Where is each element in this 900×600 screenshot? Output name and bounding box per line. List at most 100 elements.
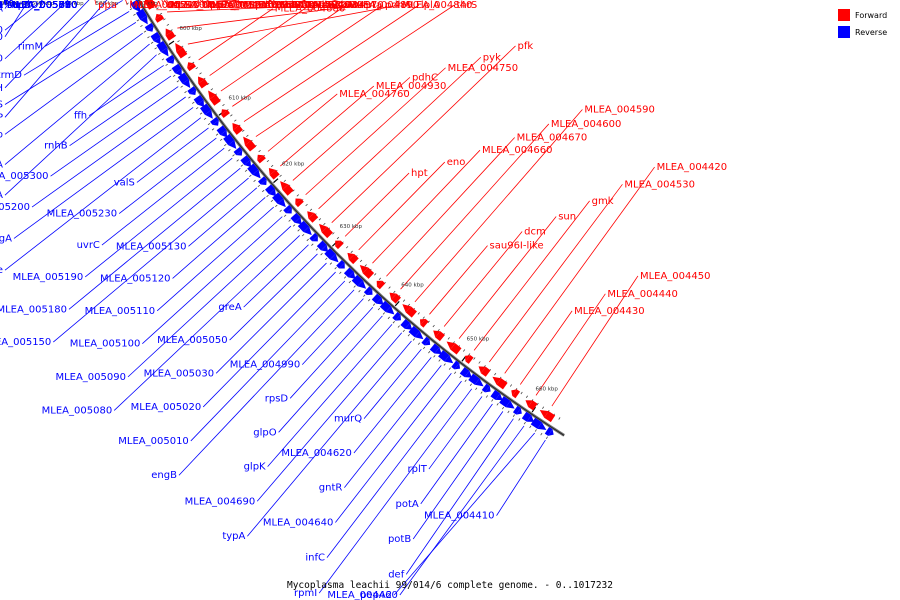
gene-block — [512, 389, 521, 399]
tick-mark — [192, 101, 195, 104]
tick-mark — [468, 353, 471, 356]
gene-label: rpe — [0, 265, 3, 276]
leader-line — [4, 117, 202, 271]
leader-line — [229, 253, 318, 341]
gene-arrow — [244, 159, 252, 168]
gene-label: MLEA_004430 — [574, 306, 645, 317]
tick-mark — [336, 236, 340, 240]
gene-label: recA — [0, 190, 3, 201]
gene-block — [490, 389, 501, 400]
tick-mark — [211, 128, 215, 131]
gene-label: MLEA_005190 — [13, 272, 84, 283]
tick-mark — [318, 218, 322, 221]
gene-arrow — [236, 150, 243, 156]
leader-line — [232, 4, 384, 107]
leader-line — [326, 380, 462, 558]
tick-mark — [509, 384, 513, 387]
gene-arrow — [335, 240, 341, 247]
genome-backbone-highlight — [138, 0, 565, 436]
gene-block — [258, 176, 267, 185]
tick-mark — [199, 72, 202, 75]
tick-mark — [407, 303, 411, 307]
kbp-label: 550 kbp — [8, 1, 31, 7]
tick-mark — [306, 238, 309, 242]
tick-mark — [448, 367, 451, 370]
gene-label: MLEA_004440 — [607, 289, 678, 300]
tick-mark — [222, 103, 225, 107]
tick-mark — [161, 58, 165, 61]
gene-block — [144, 22, 154, 31]
gene-block — [265, 184, 276, 195]
gene-block — [150, 31, 161, 42]
gene-arrow — [321, 244, 329, 252]
gene-label: MLEA_005080 — [42, 405, 113, 416]
tick-mark — [270, 164, 274, 168]
leader-line — [44, 0, 123, 47]
gene-arrow — [303, 226, 312, 236]
tick-mark — [195, 67, 199, 70]
gene-label: MLEA_005520 — [0, 0, 3, 11]
gene-label: MLEA_004530 — [624, 179, 695, 190]
kbp-label: 630 kbp — [340, 224, 363, 230]
gene-arrow — [285, 207, 292, 214]
gene-label: MLEA_005880 — [7, 0, 78, 11]
gene-label: MLEA_005440 — [0, 0, 3, 11]
gene-block — [499, 396, 511, 408]
leader-line — [31, 96, 186, 208]
gene-label: dcm — [524, 226, 546, 237]
tick-mark — [147, 36, 150, 39]
tick-mark — [270, 199, 274, 203]
tick-mark — [382, 312, 386, 315]
legend-reverse-label: Reverse — [855, 28, 887, 37]
leader-line — [280, 85, 375, 167]
leader-line — [172, 197, 266, 279]
gene-arrow — [511, 389, 517, 396]
leader-line — [353, 357, 432, 454]
gene-block — [336, 259, 345, 269]
gene-label: MLEA_005530 — [0, 0, 3, 11]
gene-arrow — [140, 15, 148, 25]
gene-arrow — [414, 331, 424, 340]
leader-line — [209, 4, 311, 76]
gene-label: lpp — [207, 0, 222, 11]
gene-label: rimM — [18, 41, 43, 52]
gene-block — [371, 293, 382, 304]
gene-arrow — [537, 422, 547, 430]
gene-block — [165, 31, 176, 41]
gene-label: MLEA_005790 — [7, 0, 78, 11]
leader-line — [190, 280, 346, 442]
tick-mark — [143, 30, 147, 33]
gene-arrow — [268, 188, 276, 197]
gene-block — [450, 343, 462, 355]
gene-block — [465, 355, 474, 364]
tick-mark — [332, 232, 335, 235]
tick-mark — [473, 357, 476, 360]
gene-label: ackA — [329, 0, 353, 11]
tick-mark — [432, 324, 435, 328]
tick-mark — [305, 203, 308, 207]
tick-mark — [368, 298, 371, 302]
gene-label: MLEA_005560 — [0, 0, 3, 11]
gene-block — [391, 293, 401, 304]
gene-arrow — [526, 415, 535, 422]
tick-mark — [388, 286, 391, 289]
tick-mark — [501, 406, 505, 410]
gene-block — [496, 378, 508, 390]
gene-arrow — [165, 28, 173, 36]
tick-mark — [246, 134, 249, 137]
gene-label: sau96I-like — [490, 241, 544, 252]
gene-arrow — [474, 378, 484, 387]
tick-mark — [462, 349, 466, 352]
gene-block — [321, 226, 333, 239]
tick-mark — [165, 63, 168, 66]
gene-label: rpe — [0, 0, 3, 11]
tick-mark — [348, 280, 351, 284]
label-leader-lines — [4, 0, 655, 596]
tick-mark — [534, 429, 537, 432]
tick-mark — [228, 149, 231, 152]
gene-label: MLEA_005420 — [0, 0, 3, 11]
gene-arrow — [187, 62, 194, 68]
gene-arrow — [446, 341, 456, 350]
tick-mark — [494, 372, 497, 376]
